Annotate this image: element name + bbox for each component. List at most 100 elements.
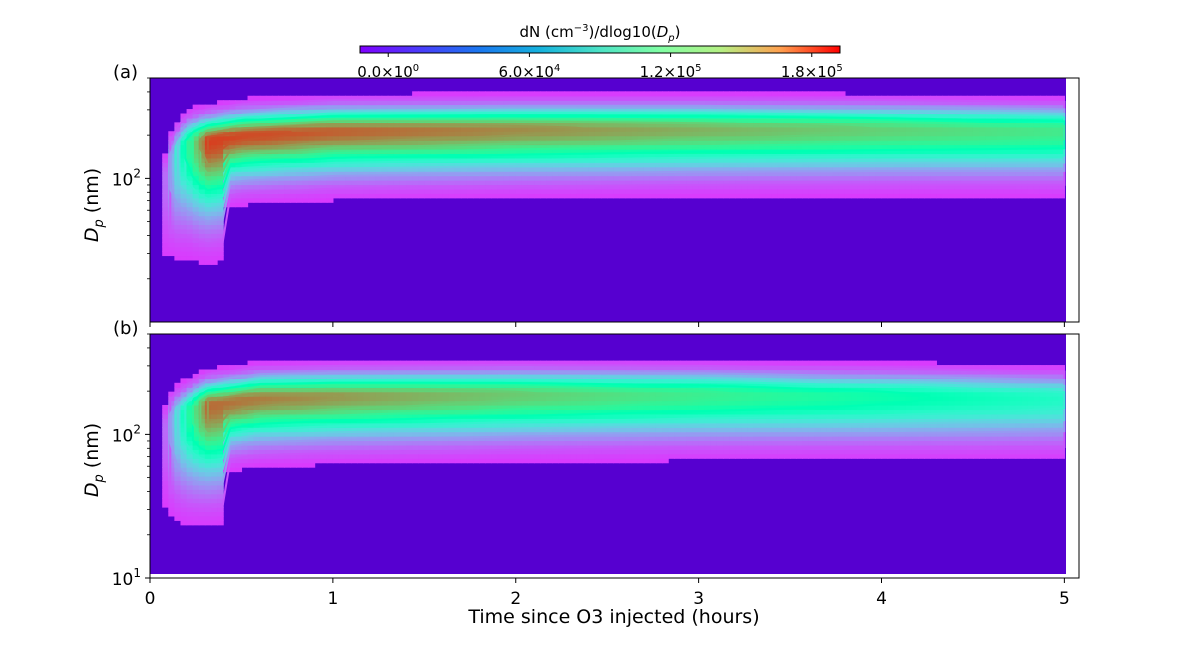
- heatmap-cell: [509, 122, 517, 128]
- heatmap-cell: [625, 184, 633, 190]
- heatmap-cell: [204, 109, 212, 115]
- heatmap-cell: [393, 458, 401, 464]
- heatmap-cell: [1039, 113, 1047, 119]
- heatmap-cell: [210, 498, 218, 504]
- heatmap-cell: [259, 166, 267, 172]
- heatmap-cell: [217, 404, 224, 411]
- heatmap-cell: [540, 122, 547, 128]
- heatmap-cell: [1033, 113, 1041, 119]
- heatmap-cell: [363, 171, 371, 177]
- heatmap-cell: [253, 409, 261, 415]
- heatmap-cell: [473, 444, 480, 450]
- heatmap-cell: [351, 157, 358, 163]
- heatmap-cell: [473, 431, 480, 437]
- heatmap-cell: [790, 144, 797, 150]
- heatmap-cell: [1039, 180, 1047, 186]
- heatmap-cell: [393, 396, 401, 402]
- heatmap-cell: [229, 458, 236, 464]
- heatmap-cell: [363, 444, 371, 450]
- heatmap-cell: [363, 131, 371, 137]
- heatmap-cell: [515, 100, 523, 106]
- heatmap-cell: [473, 193, 480, 199]
- heatmap-cell: [692, 180, 700, 186]
- heatmap-cell: [174, 444, 182, 450]
- heatmap-cell: [241, 140, 249, 146]
- heatmap-cell: [198, 431, 206, 437]
- heatmap-cell: [497, 109, 505, 115]
- heatmap-cell: [351, 188, 358, 194]
- heatmap-cell: [217, 135, 224, 141]
- heatmap-cell: [613, 175, 620, 181]
- heatmap-cell: [351, 193, 358, 199]
- heatmap-cell: [198, 382, 206, 388]
- heatmap-cell: [668, 166, 675, 172]
- heatmap-cell: [180, 122, 188, 128]
- heatmap-cell: [210, 255, 218, 261]
- heatmap-cell: [430, 400, 438, 406]
- heatmap-cell: [869, 144, 876, 150]
- heatmap-cell: [271, 126, 279, 132]
- heatmap-cell: [308, 197, 316, 203]
- heatmap-cell: [783, 157, 791, 163]
- heatmap-cell: [204, 484, 212, 490]
- heatmap-cell: [558, 184, 566, 190]
- heatmap-cell: [168, 224, 175, 230]
- heatmap-cell: [253, 157, 261, 163]
- heatmap-cell: [217, 113, 224, 119]
- heatmap-cell: [613, 135, 620, 141]
- heatmap-cell: [1039, 104, 1047, 110]
- heatmap-cell: [412, 360, 419, 366]
- heatmap-cell: [217, 471, 224, 477]
- heatmap-cell: [619, 166, 627, 172]
- heatmap-cell: [296, 422, 303, 428]
- heatmap-cell: [174, 197, 182, 203]
- heatmap-cell: [851, 144, 858, 150]
- heatmap-cell: [210, 444, 218, 450]
- heatmap-cell: [1009, 171, 1017, 177]
- heatmap-cell: [497, 175, 505, 181]
- heatmap-cell: [966, 180, 974, 186]
- heatmap-cell: [662, 109, 669, 115]
- heatmap-cell: [180, 409, 188, 415]
- heatmap-cell: [204, 237, 212, 243]
- heatmap-cell: [619, 104, 627, 110]
- heatmap-cell: [290, 197, 297, 203]
- heatmap-cell: [552, 100, 560, 106]
- heatmap-cell: [826, 144, 834, 150]
- heatmap-cell: [924, 175, 931, 181]
- heatmap-cell: [814, 95, 822, 101]
- heatmap-cell: [607, 166, 614, 172]
- heatmap-cell: [253, 180, 261, 186]
- heatmap-cell: [302, 100, 310, 106]
- heatmap-cell: [729, 184, 736, 190]
- heatmap-cell: [851, 126, 858, 132]
- heatmap-cell: [424, 444, 432, 450]
- heatmap-cell: [1009, 166, 1017, 172]
- heatmap-cell: [296, 369, 303, 375]
- heatmap-cell: [491, 104, 499, 110]
- heatmap-cell: [966, 126, 974, 132]
- heatmap-cell: [924, 95, 931, 101]
- heatmap-cell: [406, 396, 413, 402]
- heatmap-cell: [332, 171, 340, 177]
- heatmap-cell: [1021, 109, 1029, 115]
- heatmap-cell: [387, 440, 395, 446]
- heatmap-cell: [893, 148, 901, 155]
- heatmap-cell: [723, 184, 730, 190]
- heatmap-cell: [497, 166, 505, 172]
- heatmap-cell: [357, 95, 364, 101]
- heatmap-cell: [406, 140, 413, 146]
- heatmap-cell: [448, 365, 456, 371]
- heatmap-cell: [271, 400, 279, 406]
- heatmap-cell: [692, 171, 700, 177]
- heatmap-cell: [338, 184, 346, 190]
- heatmap-cell: [619, 109, 627, 115]
- heatmap-cell: [796, 180, 803, 186]
- heatmap-cell: [771, 175, 779, 181]
- heatmap-cell: [241, 175, 249, 181]
- heatmap-cell: [552, 104, 560, 110]
- heatmap-cell: [905, 135, 913, 141]
- heatmap-cell: [552, 126, 560, 132]
- heatmap-cell: [1021, 95, 1029, 101]
- heatmap-cell: [473, 365, 480, 371]
